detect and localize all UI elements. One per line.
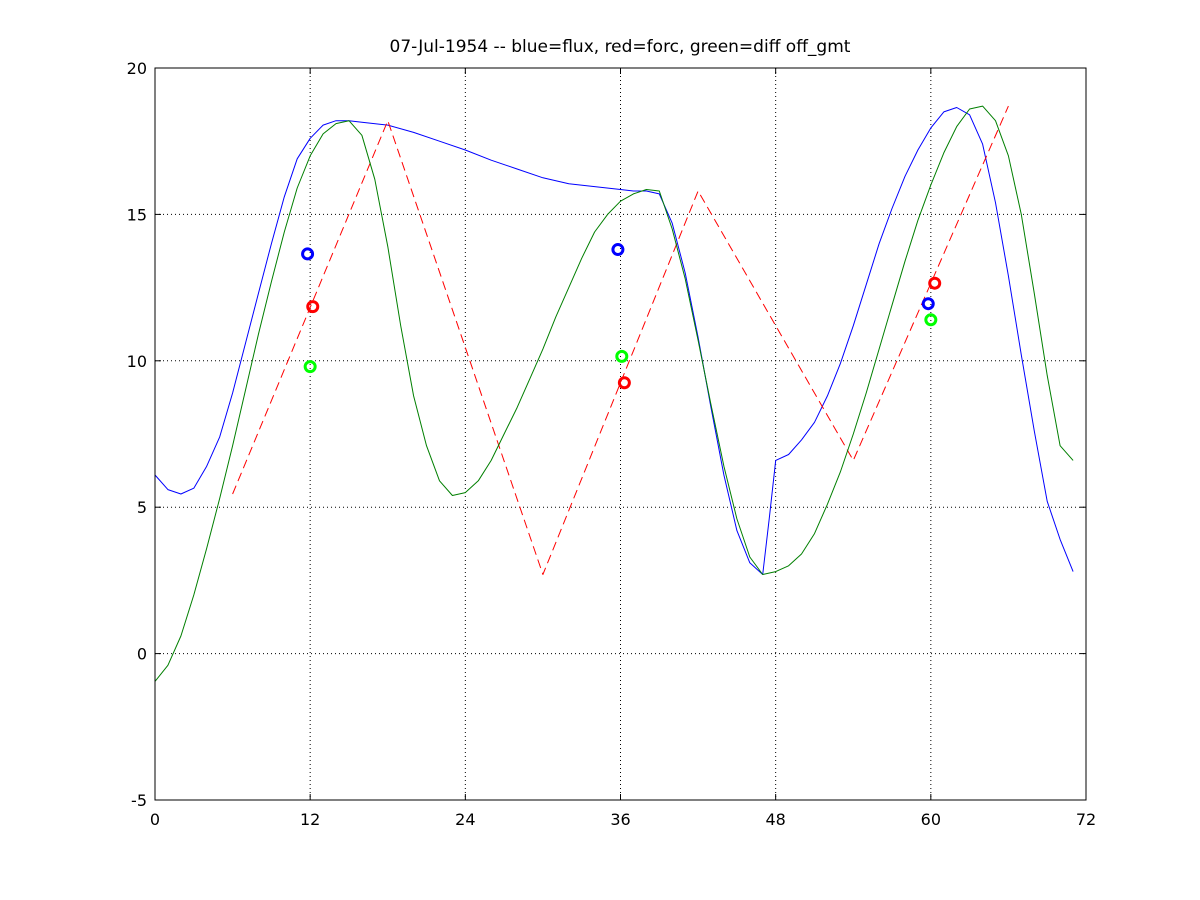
y-tick-label: 20 xyxy=(127,59,147,78)
x-tick-label: 12 xyxy=(300,810,320,829)
y-tick-label: 5 xyxy=(137,498,147,517)
data-marker xyxy=(921,297,935,311)
y-tick-label: 0 xyxy=(137,645,147,664)
x-tick-label: 24 xyxy=(455,810,475,829)
data-marker xyxy=(617,376,631,390)
data-marker xyxy=(615,349,629,363)
x-tick-label: 36 xyxy=(610,810,630,829)
y-tick-label: -5 xyxy=(131,791,147,810)
plot-data xyxy=(154,105,1074,682)
x-tick-label: 72 xyxy=(1076,810,1096,829)
data-marker xyxy=(924,313,938,327)
data-marker xyxy=(928,276,942,290)
x-tick-label: 0 xyxy=(150,810,160,829)
forc-line xyxy=(232,105,1009,575)
x-tick-label: 48 xyxy=(765,810,785,829)
data-marker xyxy=(306,300,320,314)
y-tick-label: 15 xyxy=(127,205,147,224)
data-marker xyxy=(611,243,625,257)
flux-line xyxy=(154,107,1074,575)
chart-title: 07-Jul-1954 -- blue=flux, red=forc, gree… xyxy=(390,37,851,57)
data-marker xyxy=(303,360,317,374)
data-marker xyxy=(301,247,315,261)
diff-line xyxy=(154,105,1074,682)
y-tick-label: 10 xyxy=(127,352,147,371)
x-tick-label: 60 xyxy=(921,810,941,829)
